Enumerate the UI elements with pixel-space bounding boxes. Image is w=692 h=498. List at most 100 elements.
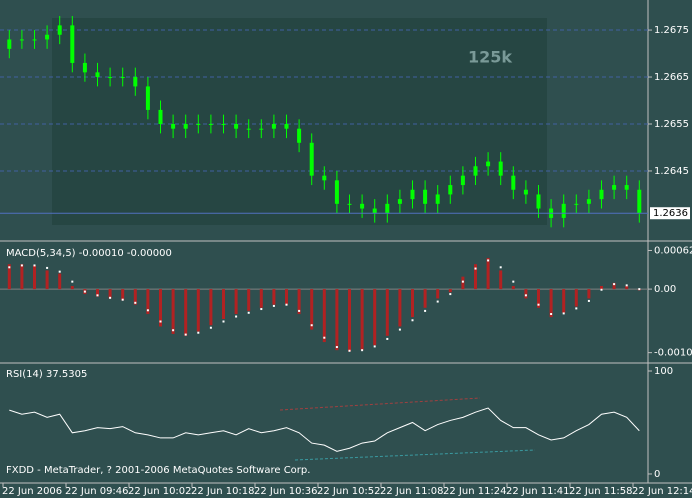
trend-line — [294, 449, 536, 461]
macd-bar — [196, 289, 200, 332]
signal-dot — [121, 298, 124, 301]
signal-dot — [134, 301, 137, 304]
signal-dot — [235, 315, 238, 318]
y-tick-label: 0.00062 — [654, 245, 692, 256]
candle-body — [410, 189, 415, 200]
signal-dot — [58, 270, 61, 273]
macd-bar — [310, 289, 314, 330]
signal-dot — [587, 299, 590, 302]
macd-bar — [511, 285, 515, 290]
footer: FXDD - MetaTrader, ? 2001-2006 MetaQuote… — [6, 465, 310, 476]
candle-body — [246, 128, 251, 130]
signal-dot — [373, 345, 376, 348]
signal-dot — [361, 349, 364, 352]
candle-body — [372, 208, 377, 214]
signal-dot — [209, 326, 212, 329]
macd-bar — [322, 289, 326, 343]
candle-body — [448, 185, 453, 195]
candle-body — [45, 34, 50, 40]
signal-dot — [323, 336, 326, 339]
candle-body — [145, 86, 150, 110]
candle-body — [108, 77, 113, 79]
macd-bar — [499, 270, 503, 290]
y-tick-label: 1.2645 — [654, 166, 689, 177]
signal-dot — [83, 290, 86, 293]
candle-body — [221, 123, 226, 125]
macd-bar — [171, 289, 175, 334]
macd-bar — [133, 289, 137, 305]
y-tick-label: -0.00102 — [654, 348, 692, 359]
macd-bar — [209, 289, 213, 326]
candle-body — [120, 77, 125, 79]
signal-dot — [247, 311, 250, 314]
signal-dot — [436, 300, 439, 303]
signal-dot — [298, 309, 301, 312]
x-tick-label: 22 Jun 10:18 — [191, 486, 255, 497]
candle-body — [586, 199, 591, 204]
candle-body — [284, 123, 289, 129]
candle-body — [309, 142, 314, 176]
macd-bar — [574, 289, 578, 307]
candle-body — [624, 185, 629, 190]
macd-bar — [562, 289, 566, 313]
candle-body — [334, 180, 339, 204]
candle-body — [297, 128, 302, 143]
candle-body — [561, 203, 566, 218]
signal-dot — [449, 293, 452, 296]
macd-bar — [297, 289, 301, 315]
macd-bar — [45, 270, 49, 290]
macd-bar — [486, 257, 490, 290]
signal-dot — [272, 304, 275, 307]
candle-body — [599, 189, 604, 200]
y-tick-label: 1.2665 — [654, 72, 689, 83]
y-tick-label: 1.2655 — [654, 119, 689, 130]
macd-bar — [474, 264, 477, 290]
signal-dot — [474, 267, 477, 270]
signal-dot — [20, 264, 23, 267]
macd-title: MACD(5,34,5) -0.00010 -0.00000 — [6, 248, 172, 259]
macd-bar — [108, 289, 112, 299]
candle-body — [486, 161, 491, 167]
x-tick-label: 22 Jun 2006 — [2, 486, 62, 497]
signal-dot — [424, 309, 427, 312]
signal-dot — [260, 308, 263, 311]
candle-body — [32, 39, 37, 41]
annotation: 125k — [468, 48, 512, 67]
signal-dot — [625, 284, 628, 287]
macd-bar — [448, 289, 452, 293]
macd-bar — [285, 289, 288, 305]
macd-bar — [348, 289, 351, 352]
trend-line — [279, 397, 481, 411]
signal-dot — [285, 303, 288, 306]
rsi-line — [9, 407, 640, 452]
signal-dot — [550, 313, 553, 316]
signal-dot — [499, 266, 502, 269]
candle-body — [435, 194, 440, 204]
macd-bar — [411, 289, 414, 318]
macd-bar — [600, 285, 603, 290]
candle-body — [70, 25, 75, 63]
signal-dot — [197, 331, 200, 334]
macd-bar — [7, 264, 11, 290]
candle-body — [133, 77, 138, 87]
macd-bar — [247, 289, 251, 311]
macd-bar — [625, 285, 629, 290]
candle-body — [196, 123, 201, 125]
signal-dot — [562, 312, 565, 315]
macd-bar — [20, 264, 24, 290]
price-label-box — [650, 207, 690, 220]
signal-dot — [146, 309, 149, 312]
candle-body — [7, 39, 12, 49]
macd-bar — [612, 282, 616, 290]
candle-body — [234, 123, 239, 129]
signal-dot — [524, 294, 527, 297]
candle-body — [385, 203, 390, 214]
macd-bar — [549, 289, 553, 318]
signal-dot — [184, 333, 187, 336]
signal-dot — [575, 307, 578, 310]
macd-bar — [436, 289, 440, 299]
candle-body — [322, 175, 327, 181]
macd-bar — [96, 289, 99, 297]
signal-dot — [386, 337, 389, 340]
